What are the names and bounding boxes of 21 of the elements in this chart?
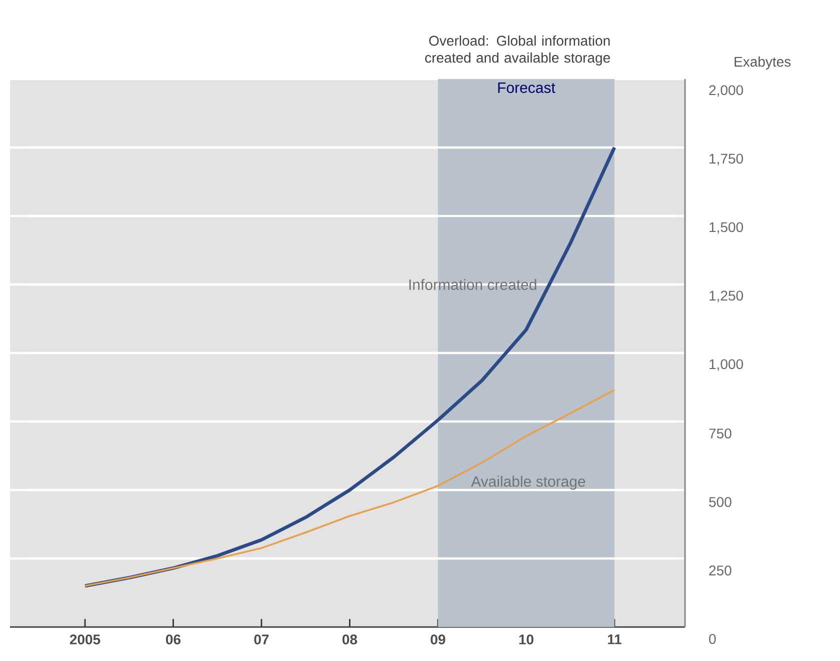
- series-label: Available storage: [471, 476, 586, 490]
- y-tick-label: 1,250: [710, 290, 744, 302]
- x-tick-label: 06: [166, 634, 181, 644]
- y-axis-title: Exabytes: [734, 56, 791, 70]
- x-tick-label: 2005: [70, 634, 100, 644]
- y-tick-label: 500: [709, 497, 732, 507]
- x-tick-label: 09: [430, 634, 446, 644]
- y-tick-label: 1,750: [710, 154, 744, 166]
- x-tick-label: 10: [519, 634, 534, 644]
- y-tick-label: 1,500: [710, 222, 744, 234]
- series-label: Information created: [409, 278, 536, 290]
- y-tick-label: 750: [709, 428, 732, 438]
- band-label: Forecast: [498, 82, 556, 93]
- y-tick-label: 1,000: [710, 359, 744, 371]
- x-tick-label: 08: [342, 634, 358, 644]
- x-tick-label: 07: [254, 634, 269, 644]
- y-tick-label: 0: [709, 634, 716, 644]
- y-tick-label: 250: [709, 566, 732, 576]
- x-tick-label: 11: [608, 634, 622, 644]
- y-tick-label: 2,000: [709, 85, 744, 97]
- chart-title: Overload: Global information created and available storage: [425, 35, 610, 66]
